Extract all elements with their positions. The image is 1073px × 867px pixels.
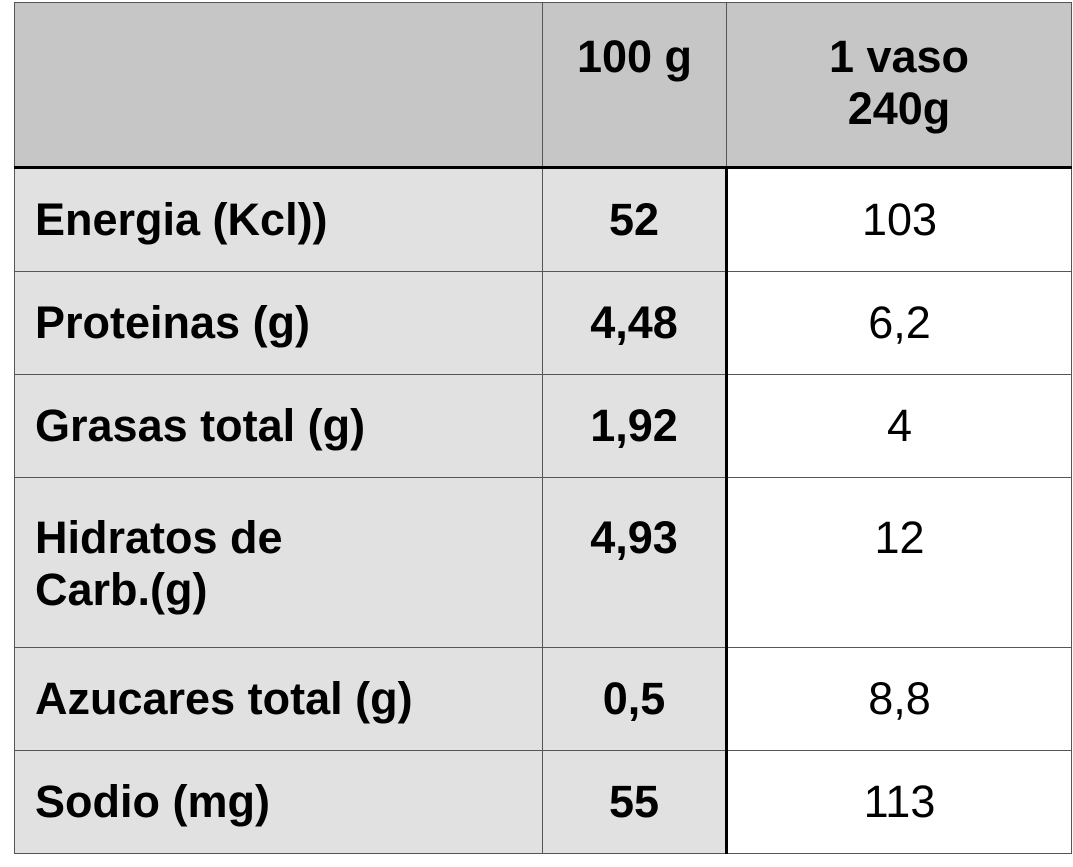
header-empty-cell	[14, 2, 543, 169]
value-100g: 0,5	[542, 647, 728, 751]
table-row-hidratos: Hidratos de Carb.(g) 4,93 12	[14, 477, 1072, 648]
table-row-azucares: Azucares total (g) 0,5 8,8	[14, 647, 1072, 751]
header-vaso: 1 vaso 240g	[726, 2, 1072, 169]
row-label-line2: Carb.(g)	[35, 564, 208, 615]
table-header: 100 g 1 vaso 240g	[14, 2, 1072, 169]
table-body: Energia (Kcl)) 52 103 Proteinas (g) 4,48…	[14, 167, 1072, 854]
row-label: Azucares total (g)	[14, 647, 543, 751]
value-100g: 4,93	[542, 477, 728, 648]
table-row-proteinas: Proteinas (g) 4,48 6,2	[14, 271, 1072, 375]
value-100g: 1,92	[542, 374, 728, 478]
value-vaso: 113	[726, 750, 1072, 854]
header-vaso-line2: 240g	[847, 83, 951, 134]
value-vaso: 6,2	[726, 271, 1072, 375]
header-row: 100 g 1 vaso 240g	[14, 2, 1072, 169]
value-vaso: 12	[726, 477, 1072, 648]
row-label: Proteinas (g)	[14, 271, 543, 375]
header-100g: 100 g	[542, 2, 727, 169]
value-vaso: 4	[726, 374, 1072, 478]
table-row-sodio: Sodio (mg) 55 113	[14, 750, 1072, 854]
row-label: Hidratos de Carb.(g)	[14, 477, 543, 648]
row-label: Energia (Kcl))	[14, 167, 543, 272]
table-row-energia: Energia (Kcl)) 52 103	[14, 167, 1072, 272]
value-vaso: 103	[726, 167, 1072, 272]
table-row-grasas: Grasas total (g) 1,92 4	[14, 374, 1072, 478]
value-100g: 55	[542, 750, 728, 854]
header-vaso-line1: 1 vaso	[828, 31, 970, 82]
value-vaso: 8,8	[726, 647, 1072, 751]
value-100g: 4,48	[542, 271, 728, 375]
nutrition-table: 100 g 1 vaso 240g Energia (Kcl)) 52 103 …	[14, 2, 1072, 854]
value-100g: 52	[542, 167, 728, 272]
row-label: Sodio (mg)	[14, 750, 543, 854]
row-label: Grasas total (g)	[14, 374, 543, 478]
row-label-line1: Hidratos de	[35, 512, 283, 563]
